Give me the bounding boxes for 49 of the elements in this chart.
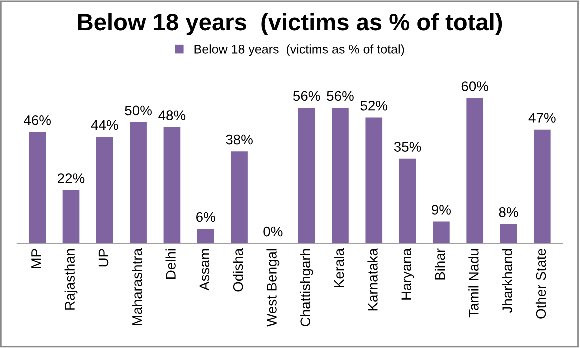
- x-tick-label: MP: [32, 249, 42, 268]
- x-tick-label: Maharashtra: [132, 248, 142, 326]
- legend-label: Below 18 years (victims as % of total): [194, 44, 404, 56]
- x-tick-label: Jharkhand: [502, 249, 512, 314]
- data-label: 52%: [360, 100, 388, 111]
- x-tick-label: Bihar: [434, 248, 446, 280]
- data-label: 22%: [58, 174, 85, 184]
- bar: [332, 108, 349, 244]
- data-label: 6%: [196, 212, 216, 222]
- data-label: 50%: [125, 106, 152, 116]
- bar: [62, 190, 80, 244]
- data-label: 0%: [264, 226, 283, 237]
- bar: [466, 98, 484, 244]
- x-tick-label: Odisha: [233, 248, 244, 292]
- x-tick-label: Haryana: [402, 248, 414, 300]
- x-tick-label: Tamil Nadu: [468, 249, 479, 318]
- bar: [96, 137, 114, 244]
- x-tick-label: Assam: [200, 249, 210, 291]
- x-tick-label: UP: [98, 249, 109, 267]
- data-label: 46%: [24, 115, 51, 126]
- data-label: 60%: [462, 82, 489, 92]
- data-label: 9%: [432, 205, 451, 215]
- data-label: 35%: [394, 142, 422, 152]
- bar: [164, 127, 181, 244]
- bar: [399, 158, 416, 244]
- data-label: 56%: [293, 91, 320, 102]
- x-tick-label: Karnataka: [368, 248, 378, 311]
- x-tick-label: Delhi: [166, 249, 176, 279]
- data-label: 44%: [91, 120, 118, 130]
- x-tick-label: West Bengal: [266, 249, 280, 327]
- bar: [298, 108, 316, 244]
- data-label: 38%: [226, 134, 253, 145]
- x-tick-label: Rajasthan: [64, 249, 78, 310]
- x-tick-label: Chattishgarh: [300, 249, 314, 326]
- chart-title: Below 18 years (victims as % of total): [78, 13, 502, 36]
- bar: [366, 118, 383, 244]
- bar: [534, 130, 551, 244]
- bar: [197, 229, 214, 244]
- x-tick-label: Other State: [536, 249, 546, 319]
- bar: [130, 122, 147, 244]
- bar: [231, 152, 248, 244]
- x-tick-label: Kerala: [334, 248, 344, 288]
- data-label: 56%: [327, 91, 354, 102]
- bar: [433, 222, 450, 244]
- data-label: 8%: [499, 207, 518, 218]
- bar: [500, 224, 518, 244]
- data-label: 48%: [158, 110, 186, 120]
- data-label: 47%: [528, 113, 556, 123]
- bar: [29, 132, 46, 244]
